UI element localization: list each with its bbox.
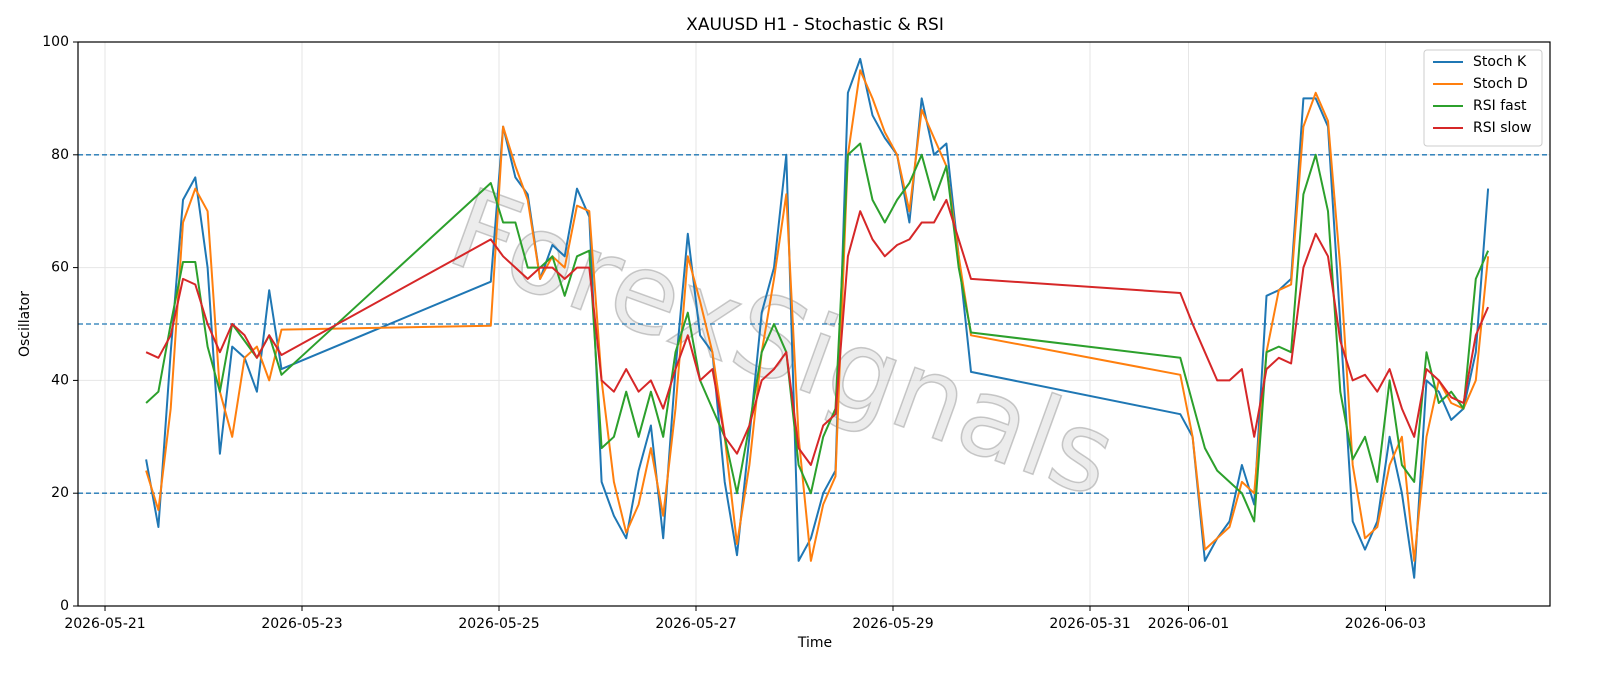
plot-frame xyxy=(77,41,1551,607)
legend-box xyxy=(1423,49,1543,147)
x-axis-label: Time xyxy=(797,635,832,651)
y-tick-label: 0 xyxy=(60,598,69,614)
x-tick-label: 2026-05-23 xyxy=(261,616,342,632)
legend-label: Stoch D xyxy=(1473,76,1528,92)
y-tick-label: 20 xyxy=(51,485,69,501)
x-tick-label: 2026-05-31 xyxy=(1049,616,1130,632)
x-tick-label: 2026-05-29 xyxy=(852,616,933,632)
x-tick-label: 2026-06-01 xyxy=(1148,616,1229,632)
y-tick-label: 60 xyxy=(51,260,69,276)
y-axis-label: Oscillator xyxy=(17,291,33,357)
x-tick-label: 2026-05-25 xyxy=(458,616,539,632)
series-line xyxy=(145,142,1490,523)
legend-label: Stoch K xyxy=(1473,54,1527,70)
x-tick-label: 2026-05-21 xyxy=(64,616,145,632)
chart-title: XAUUSD H1 - Stochastic & RSI xyxy=(686,15,944,35)
y-tick-label: 100 xyxy=(42,34,69,50)
x-tick-label: 2026-06-03 xyxy=(1345,616,1426,632)
series-line xyxy=(145,198,1490,466)
legend: Stoch K Stoch D RSI fast RSI slow xyxy=(1423,49,1543,147)
y-tick-label: 80 xyxy=(51,147,69,163)
series-line xyxy=(145,69,1490,562)
legend-label: RSI slow xyxy=(1473,120,1531,136)
legend-label: RSI fast xyxy=(1473,98,1527,114)
x-tick-label: 2026-05-27 xyxy=(655,616,736,632)
y-tick-label: 40 xyxy=(51,372,69,388)
